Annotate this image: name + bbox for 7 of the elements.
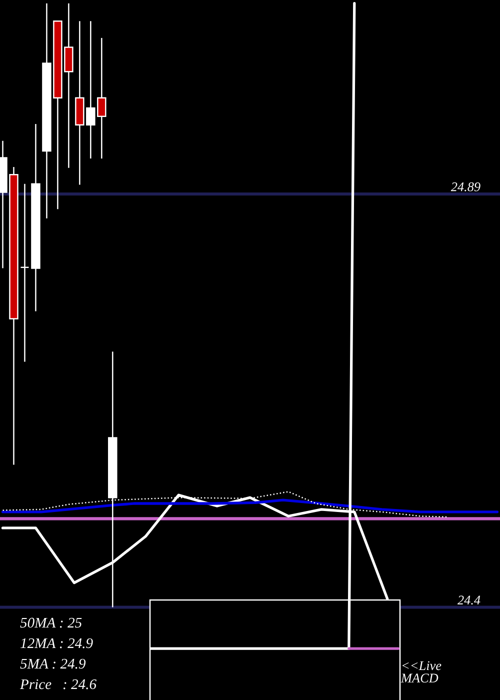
annotation: <<Live MACD	[400, 661, 442, 683]
annotation: 50MA : 25	[20, 618, 82, 628]
y-tick-label: 24.89	[450, 182, 480, 192]
annotation: Price : 24.6	[20, 679, 96, 690]
y-tick-label: 24.4	[457, 596, 480, 605]
annotation: 12MA : 24.9	[20, 638, 93, 648]
annotation: 5MA : 24.9	[20, 658, 86, 669]
